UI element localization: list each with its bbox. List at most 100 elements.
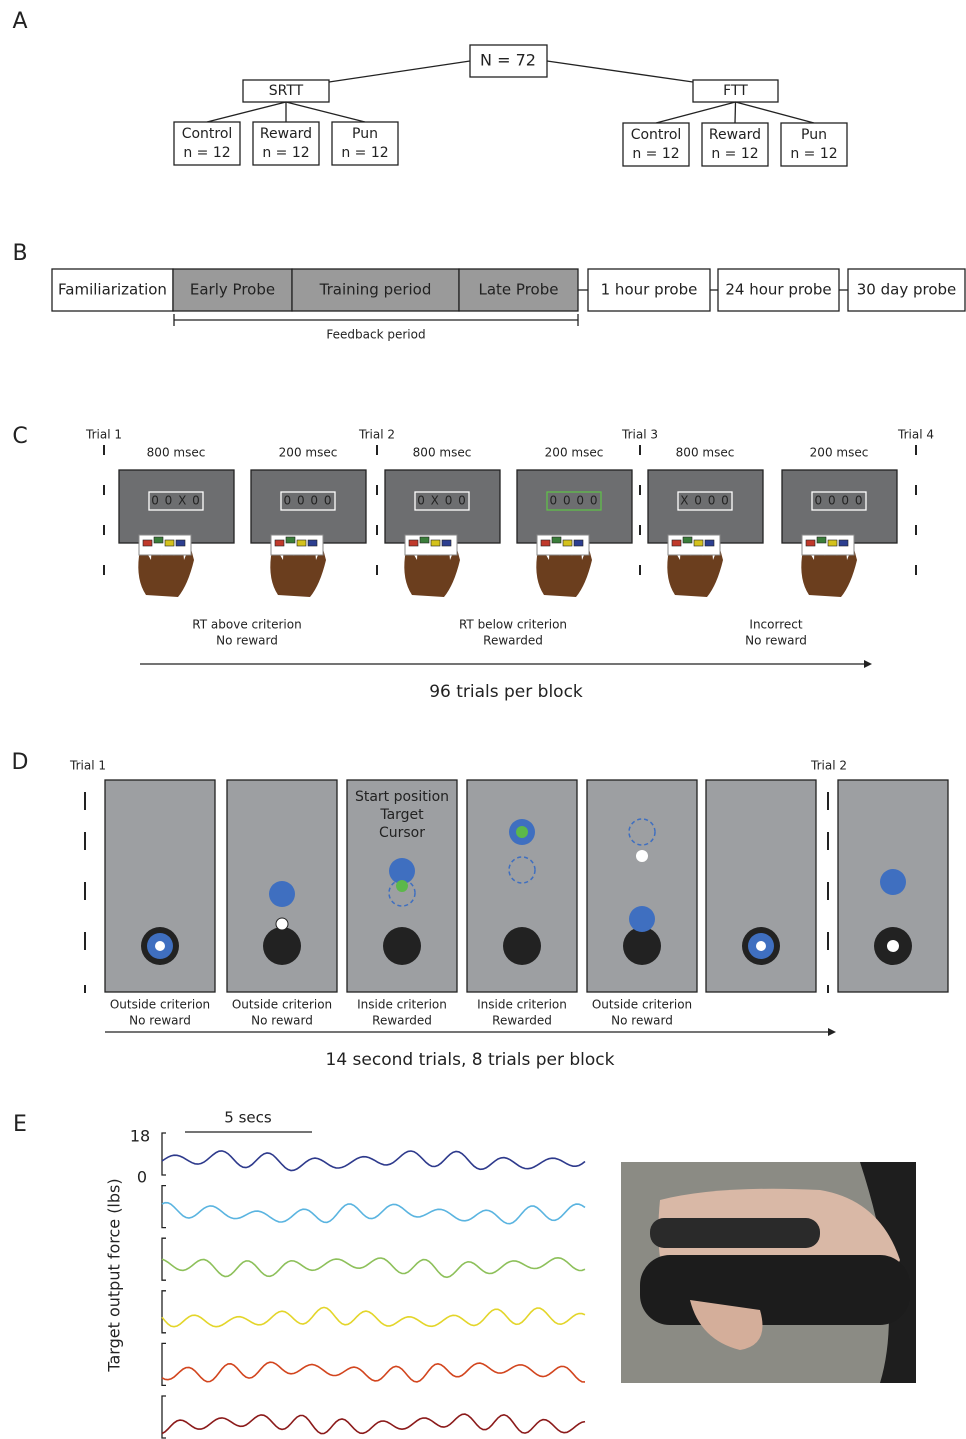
marker xyxy=(516,826,528,838)
outcome-label: No reward xyxy=(216,634,278,648)
outcome-label: No reward xyxy=(251,1014,313,1028)
key xyxy=(817,537,826,543)
photo-handle-top xyxy=(650,1218,820,1248)
panel-label: E xyxy=(13,1112,27,1137)
key xyxy=(308,540,317,546)
marker xyxy=(636,850,648,862)
outcome-label: No reward xyxy=(745,634,807,648)
stage-label: Familiarization xyxy=(58,281,167,299)
condition-name: Control xyxy=(182,126,233,142)
condition-n: n = 12 xyxy=(183,145,230,161)
stage-label: 24 hour probe xyxy=(725,281,831,299)
condition-name: Control xyxy=(631,127,682,143)
outcome-label: No reward xyxy=(611,1014,673,1028)
key xyxy=(705,540,714,546)
stage-label: Late Probe xyxy=(479,281,559,299)
trial-label: Trial 2 xyxy=(810,759,847,773)
duration-label: 200 msec xyxy=(279,446,338,460)
stimulus-text: 0 0 0 0 xyxy=(284,494,333,508)
condition-n: n = 12 xyxy=(790,146,837,162)
outcome-label: Rewarded xyxy=(492,1014,552,1028)
outcome-label: Outside criterion xyxy=(232,998,332,1012)
trial-label: Trial 2 xyxy=(358,428,395,442)
condition-n: n = 12 xyxy=(262,145,309,161)
duration-label: 800 msec xyxy=(147,446,206,460)
scale-label: 5 secs xyxy=(224,1109,272,1127)
marker xyxy=(269,881,295,907)
trial-label: Trial 3 xyxy=(621,428,658,442)
marker xyxy=(756,941,766,951)
key xyxy=(431,540,440,546)
key xyxy=(297,540,306,546)
key xyxy=(574,540,583,546)
condition-name: Pun xyxy=(801,127,827,143)
photo-handle xyxy=(640,1255,910,1325)
duration-label: 800 msec xyxy=(413,446,472,460)
trial-label: Trial 4 xyxy=(897,428,934,442)
stimulus-text: 0 0 0 0 xyxy=(815,494,864,508)
stage-label: 1 hour probe xyxy=(601,281,698,299)
outcome-label: RT above criterion xyxy=(192,618,301,632)
marker xyxy=(276,918,288,930)
outcome-label: Inside criterion xyxy=(477,998,567,1012)
key xyxy=(806,540,815,546)
outcome-label: Outside criterion xyxy=(110,998,210,1012)
outcome-label: No reward xyxy=(129,1014,191,1028)
marker xyxy=(155,941,165,951)
key xyxy=(563,540,572,546)
panel-label: D xyxy=(12,750,29,775)
marker xyxy=(629,906,655,932)
key xyxy=(143,540,152,546)
stimulus-text: X 0 0 0 xyxy=(680,494,730,508)
tree-edge xyxy=(735,102,736,123)
outcome-label: RT below criterion xyxy=(459,618,567,632)
marker xyxy=(503,927,541,965)
legend-label: Cursor xyxy=(379,825,425,841)
legend-label: Target xyxy=(379,807,424,823)
key xyxy=(275,540,284,546)
outcome-label: Inside criterion xyxy=(357,998,447,1012)
panel-label: C xyxy=(12,424,27,449)
stage-label: 30 day probe xyxy=(857,281,957,299)
marker xyxy=(383,927,421,965)
key xyxy=(409,540,418,546)
condition-n: n = 12 xyxy=(632,146,679,162)
condition-name: Reward xyxy=(260,126,312,142)
marker xyxy=(396,880,408,892)
key xyxy=(176,540,185,546)
marker xyxy=(623,927,661,965)
panel-label: A xyxy=(12,9,27,34)
root-label: N = 72 xyxy=(480,51,536,70)
key xyxy=(672,540,681,546)
trial-label: Trial 1 xyxy=(69,759,106,773)
duration-label: 200 msec xyxy=(545,446,604,460)
condition-name: Reward xyxy=(709,127,761,143)
key xyxy=(828,540,837,546)
key xyxy=(552,537,561,543)
condition-n: n = 12 xyxy=(341,145,388,161)
legend-label: Start position xyxy=(355,789,449,805)
figure: ABCDEN = 72SRTTControln = 12Rewardn = 12… xyxy=(0,0,966,1439)
block-label: 96 trials per block xyxy=(429,682,583,702)
stimulus-text: 0 0 0 0 xyxy=(550,494,599,508)
duration-label: 200 msec xyxy=(810,446,869,460)
key xyxy=(442,540,451,546)
marker xyxy=(880,869,906,895)
key xyxy=(839,540,848,546)
group-label: FTT xyxy=(723,83,748,99)
outcome-label: Outside criterion xyxy=(592,998,692,1012)
key xyxy=(154,537,163,543)
marker xyxy=(263,927,301,965)
outcome-label: Incorrect xyxy=(749,618,802,632)
feedback-label: Feedback period xyxy=(326,328,425,342)
key xyxy=(694,540,703,546)
marker xyxy=(887,940,899,952)
key xyxy=(683,537,692,543)
stage-label: Early Probe xyxy=(190,281,275,299)
stage-label: Training period xyxy=(319,281,432,299)
outcome-label: Rewarded xyxy=(483,634,543,648)
y-axis-label: Target output force (lbs) xyxy=(105,1178,124,1372)
key xyxy=(420,537,429,543)
photo xyxy=(621,1162,916,1383)
key xyxy=(541,540,550,546)
